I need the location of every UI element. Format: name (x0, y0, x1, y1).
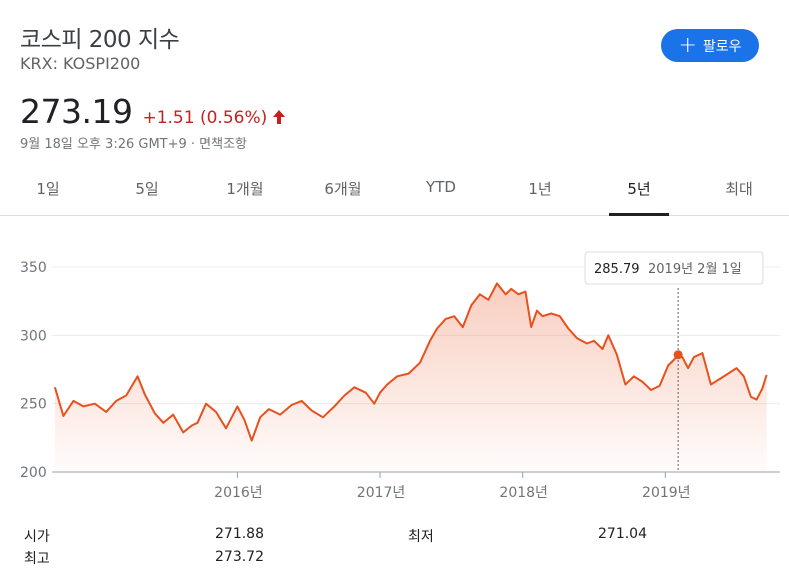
low-label: 최저 (408, 529, 434, 545)
follow-button[interactable]: + 팔로우 (661, 29, 759, 62)
tab-1y[interactable]: 1년 (528, 180, 552, 198)
active-tab-indicator (609, 213, 669, 216)
y-tick-label: 200 (20, 465, 47, 481)
y-tick-label: 350 (20, 260, 47, 276)
tab-6m[interactable]: 6개월 (324, 180, 362, 198)
price-chart[interactable]: 200 250 300 350 2016년 2017년 2018년 2019년 285.79 20… (0, 222, 789, 512)
area-fill (54, 283, 767, 472)
open-value: 271.88 (215, 526, 264, 542)
y-tick-label: 300 (20, 328, 47, 344)
price-line (53, 282, 768, 442)
x-tick-label: 2017년 (357, 485, 406, 501)
x-tick-label: 2016년 (214, 485, 263, 501)
tab-5d[interactable]: 5일 (135, 180, 159, 198)
high-value: 273.72 (215, 549, 264, 565)
current-price: 273.19 (20, 92, 133, 131)
tab-1m[interactable]: 1개월 (226, 180, 264, 198)
tooltip-box (584, 251, 764, 285)
tooltip-date: 2019년 2월 1일 (648, 262, 742, 277)
follow-label: 팔로우 (702, 38, 742, 55)
tooltip-value: 285.79 (594, 262, 640, 277)
price-change: +1.51 (0.56%) (142, 108, 268, 128)
index-title: 코스피 200 지수 (20, 27, 180, 53)
low-value: 271.04 (598, 526, 647, 542)
tab-1d[interactable]: 1일 (36, 180, 60, 198)
plus-icon: + (678, 32, 697, 58)
x-tick-label: 2019년 (642, 485, 691, 501)
y-tick-label: 250 (20, 397, 47, 413)
arrow-up-icon (273, 110, 286, 124)
open-label: 시가 (24, 529, 50, 545)
range-tabs: 1일 5일 1개월 6개월 YTD 1년 5년 최대 (0, 164, 789, 216)
tab-5y[interactable]: 5년 (627, 180, 651, 198)
price-row: 273.19 +1.51 (0.56%) (20, 92, 286, 131)
ticker-label: KRX: KOSPI200 (20, 54, 141, 73)
highlight-point (673, 350, 683, 360)
tab-ytd[interactable]: YTD (426, 178, 456, 196)
quote-timestamp: 9월 18일 오후 3:26 GMT+9 · 면책조항 (20, 137, 248, 152)
high-label: 최고 (24, 551, 50, 567)
tab-max[interactable]: 최대 (725, 180, 753, 198)
x-tick-label: 2018년 (499, 485, 548, 501)
